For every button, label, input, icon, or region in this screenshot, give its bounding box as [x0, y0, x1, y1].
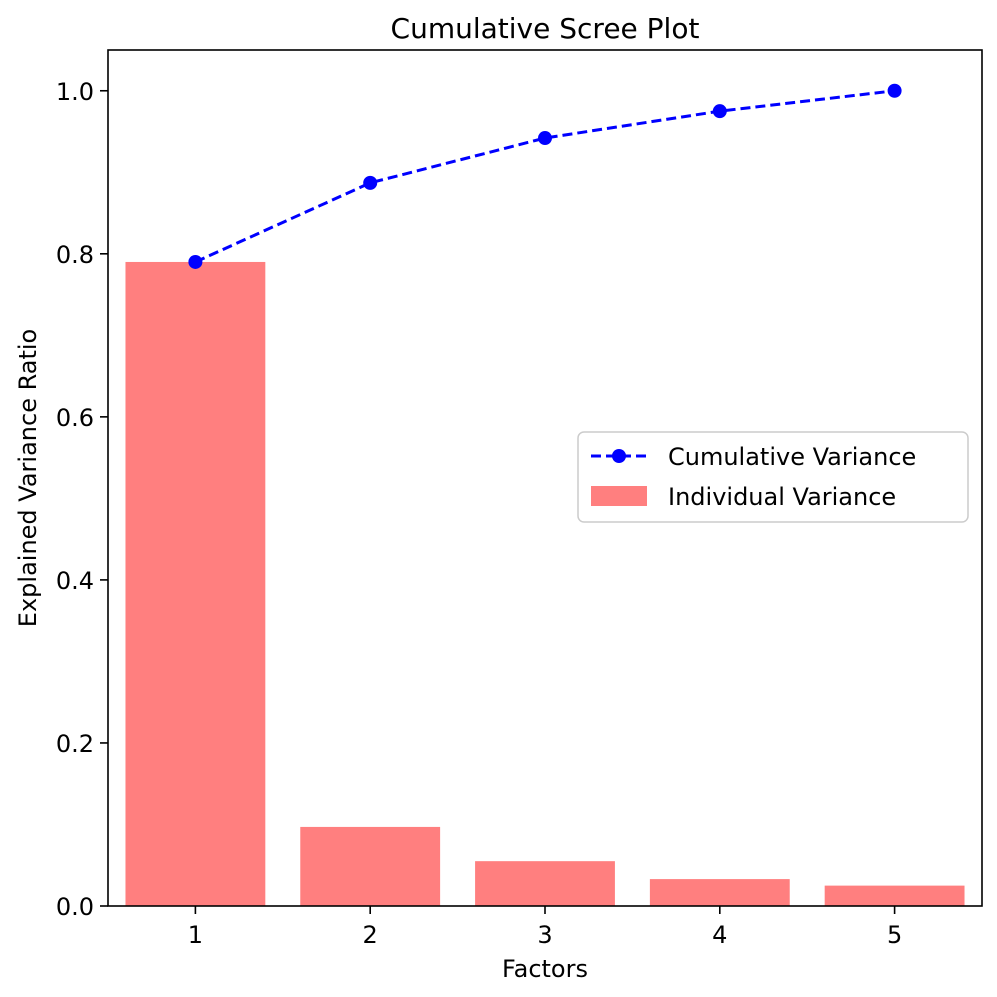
y-axis-label: Explained Variance Ratio	[14, 329, 42, 627]
bar-factor-2	[300, 826, 441, 906]
bar-factor-4	[649, 879, 790, 906]
x-tick-label: 3	[537, 921, 552, 949]
cumulative-point-2	[363, 175, 378, 190]
bar-factor-3	[475, 861, 615, 906]
legend-bar-swatch	[591, 486, 647, 506]
x-tick-label: 4	[712, 921, 727, 949]
cumulative-point-5	[887, 83, 902, 98]
x-tick-label: 1	[188, 921, 203, 949]
legend: Cumulative Variance Individual Variance	[577, 431, 969, 523]
legend-label-individual: Individual Variance	[668, 483, 896, 511]
bar-series	[125, 261, 965, 906]
y-tick-label: 0.4	[56, 567, 94, 595]
chart-title: Cumulative Scree Plot	[391, 12, 700, 45]
cumulative-point-1	[188, 254, 203, 269]
bar-factor-5	[824, 885, 965, 906]
cumulative-point-3	[538, 131, 552, 146]
x-tick-label: 2	[363, 921, 378, 949]
legend-box	[577, 431, 969, 523]
legend-label-cumulative: Cumulative Variance	[668, 443, 916, 471]
cumulative-line	[194, 89, 895, 264]
y-axis-ticks: 0.0 0.2 0.4 0.6 0.8 1.0	[56, 78, 108, 921]
line-series	[188, 83, 902, 269]
legend-marker-swatch	[612, 449, 626, 463]
x-axis-label: Factors	[502, 955, 588, 983]
y-tick-label: 0.2	[56, 730, 94, 758]
y-tick-label: 0.8	[56, 241, 94, 269]
x-axis-ticks: 1 2 3 4 5	[188, 906, 902, 949]
y-tick-label: 0.6	[56, 404, 94, 432]
y-tick-label: 1.0	[56, 78, 94, 106]
bar-factor-1	[125, 261, 266, 906]
x-tick-label: 5	[887, 921, 902, 949]
y-tick-label: 0.0	[56, 893, 94, 921]
cumulative-point-4	[712, 104, 727, 119]
